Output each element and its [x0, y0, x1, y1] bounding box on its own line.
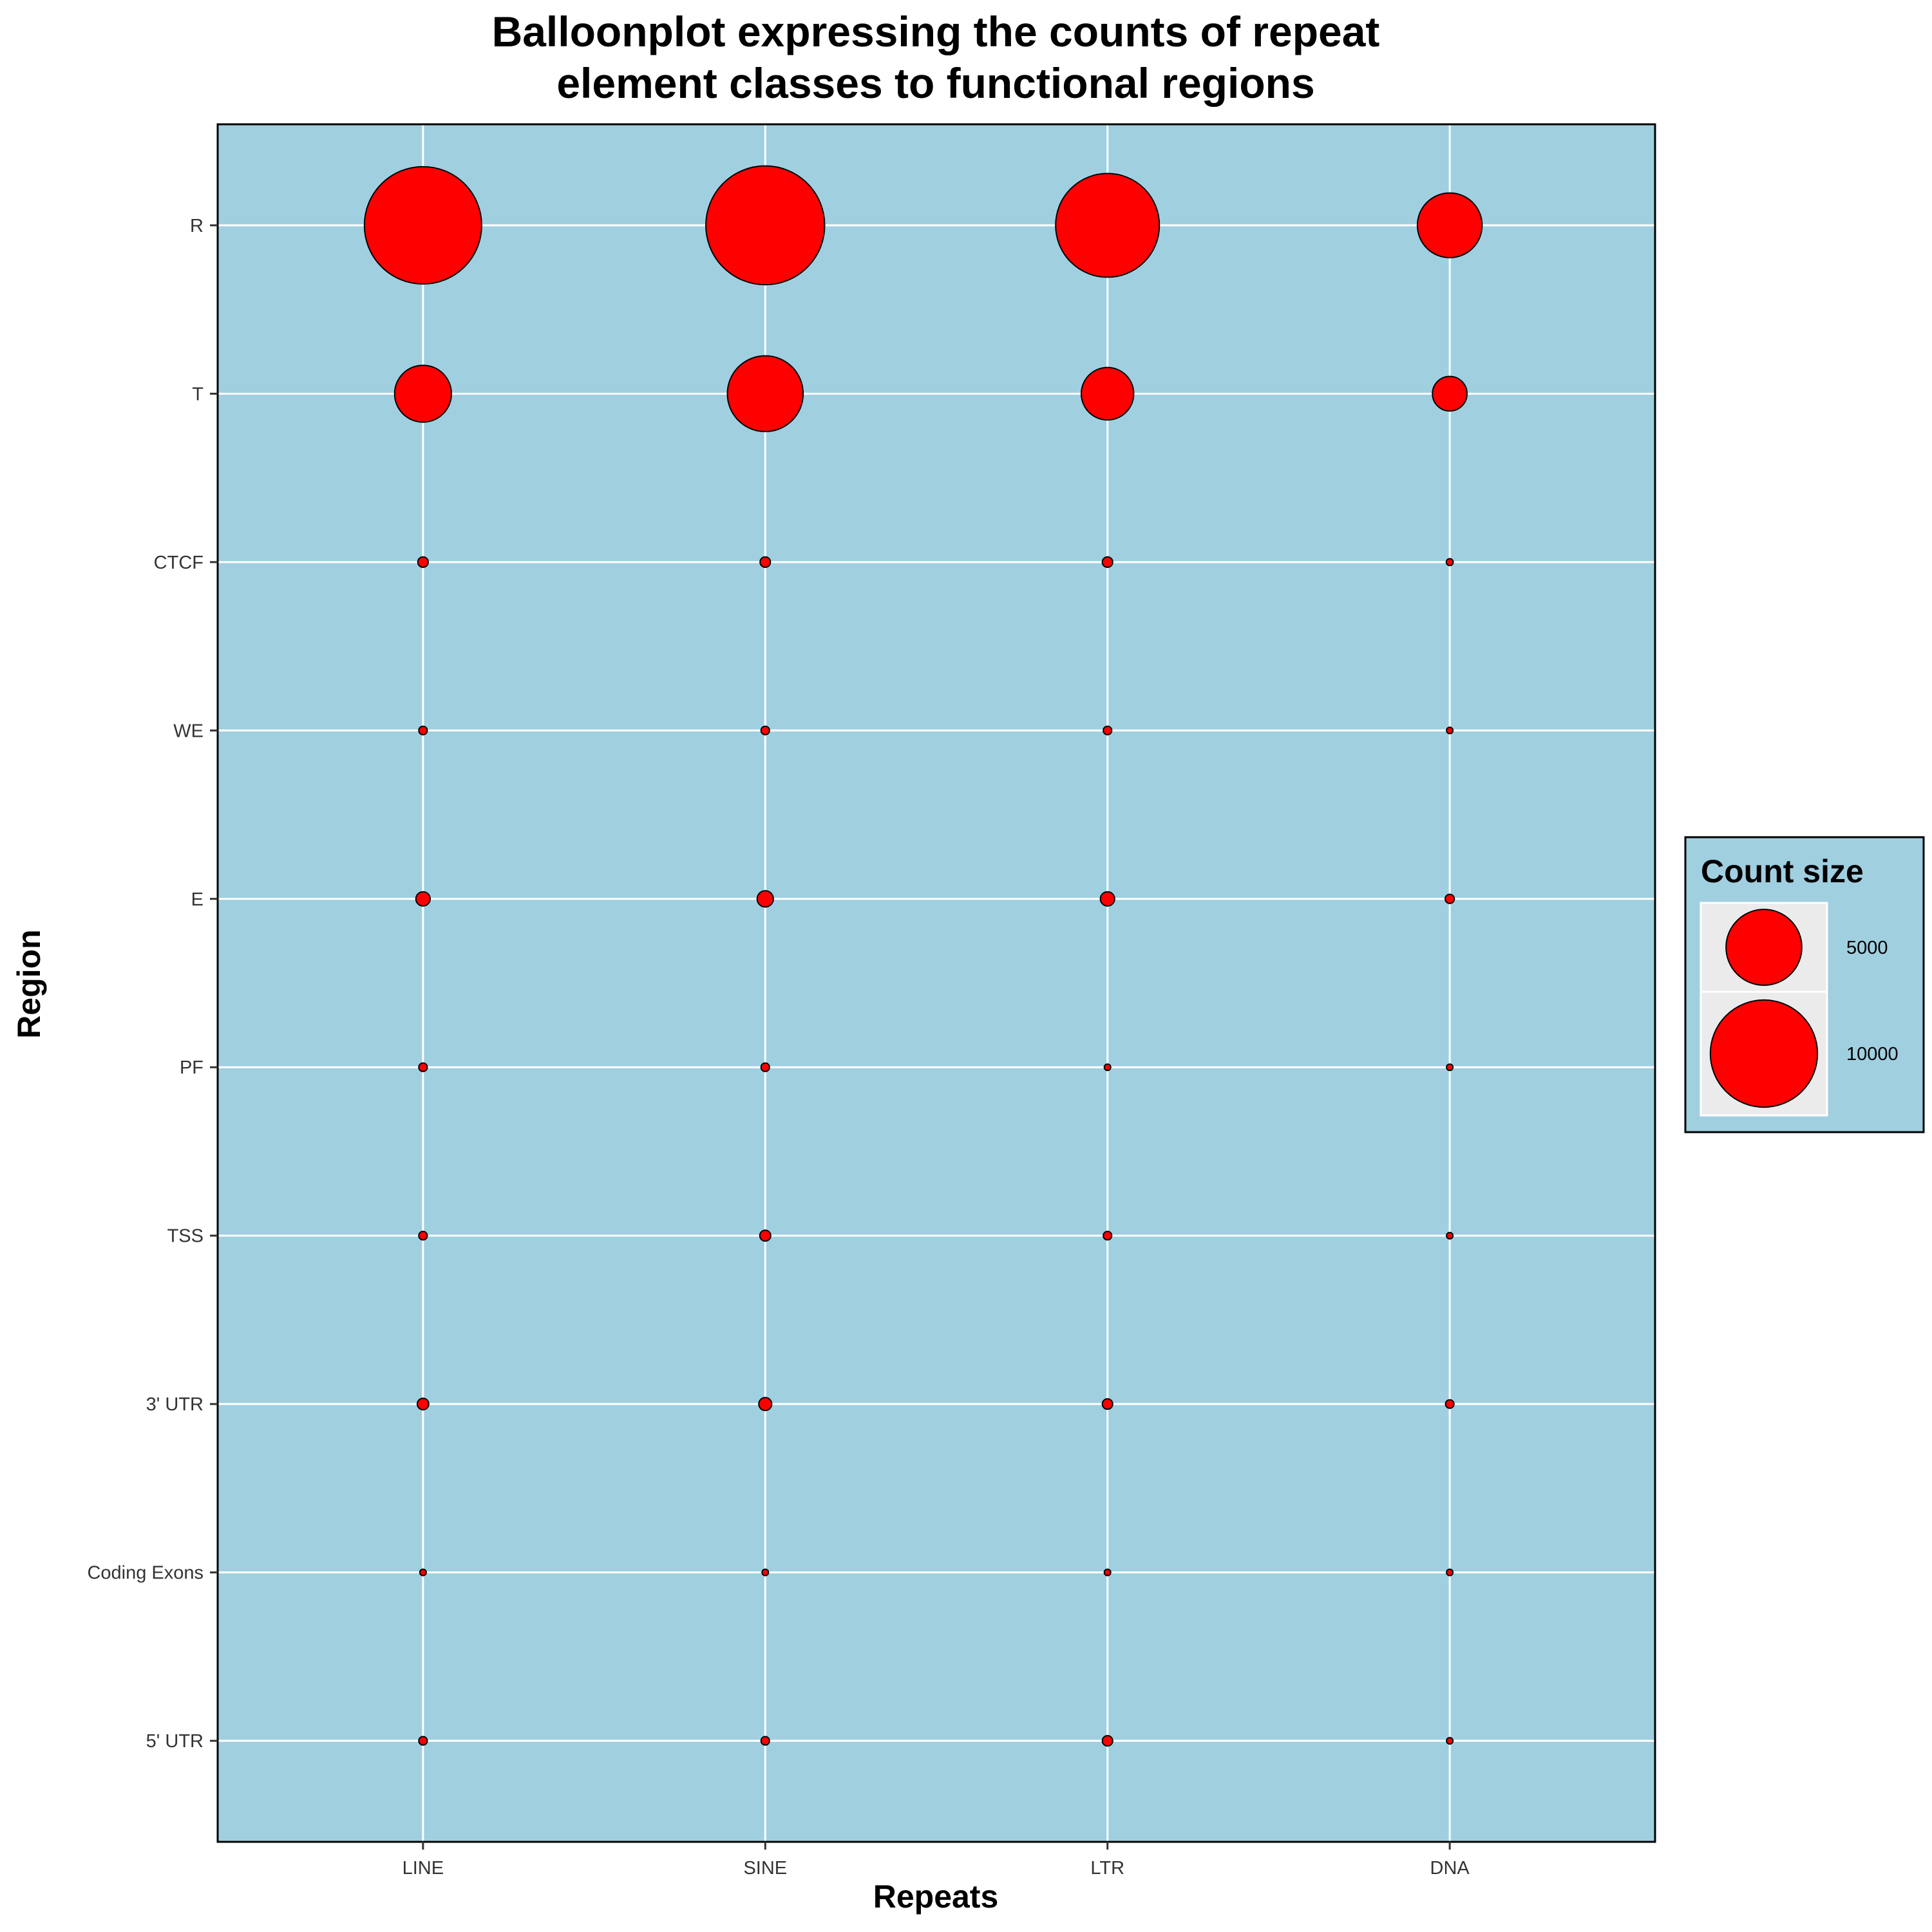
balloon-sine-ctcf: [759, 556, 772, 568]
balloon-dna-we: [1446, 726, 1454, 735]
balloon-ltr-pf: [1103, 1063, 1112, 1072]
y-tick-label-coding-exons: Coding Exons: [87, 1563, 204, 1584]
x-tick-label-dna: DNA: [1430, 1858, 1470, 1879]
balloon-dna-tss: [1446, 1231, 1454, 1240]
plot-panel: [218, 124, 1655, 1842]
balloon-ltr-we: [1103, 725, 1113, 735]
balloon-sine-we: [760, 725, 770, 735]
balloon-sine-5-utr: [760, 1736, 770, 1746]
y-tick-label-t: T: [192, 384, 204, 404]
balloon-ltr-3-utr: [1101, 1398, 1113, 1410]
y-tick-label-tss: TSS: [167, 1226, 204, 1247]
balloon-ltr-e: [1099, 891, 1115, 907]
balloon-dna-t: [1432, 375, 1468, 412]
balloon-sine-3-utr: [758, 1397, 773, 1412]
balloon-dna-pf: [1446, 1063, 1454, 1072]
balloon-sine-coding-exons: [761, 1568, 770, 1577]
balloon-ltr-tss: [1103, 1231, 1113, 1241]
balloon-line-ctcf: [417, 556, 429, 568]
legend-title: Count size: [1701, 853, 1864, 889]
balloon-line-3-utr: [416, 1397, 430, 1411]
legend-balloon-5000: [1725, 909, 1803, 986]
balloon-line-pf: [418, 1062, 428, 1072]
balloon-ltr-coding-exons: [1103, 1568, 1112, 1577]
legend: Count size 5000 10000: [1684, 836, 1925, 1133]
balloon-ltr-r: [1055, 173, 1160, 278]
y-tick-label-pf: PF: [180, 1057, 204, 1078]
balloon-dna-5-utr: [1446, 1737, 1454, 1745]
y-tick-label-r: R: [190, 216, 204, 236]
chart-title-line-1: Balloonplot expressing the counts of rep…: [492, 8, 1380, 55]
balloon-sine-e: [756, 890, 774, 908]
balloon-line-t: [393, 365, 452, 423]
y-tick-label-ctcf: CTCF: [154, 553, 204, 573]
legend-balloon-10000: [1709, 999, 1819, 1108]
legend-label-10000: 10000: [1846, 1044, 1899, 1065]
plot-panel-border: [216, 123, 1656, 1843]
chart-title-line-2: element classes to functional regions: [556, 59, 1314, 107]
y-tick-label-3-utr: 3' UTR: [146, 1394, 204, 1415]
balloon-dna-r: [1416, 192, 1483, 259]
x-tick-label-ltr: LTR: [1090, 1858, 1124, 1879]
chart-title: Balloonplot expressing the counts of rep…: [492, 8, 1380, 107]
y-tick-label-e: E: [191, 889, 204, 910]
balloons: [363, 165, 1483, 1747]
balloon-dna-coding-exons: [1446, 1568, 1454, 1577]
y-tick-label-we: WE: [173, 721, 204, 741]
y-tick-label-5-utr: 5' UTR: [146, 1731, 204, 1752]
balloon-sine-pf: [760, 1062, 770, 1072]
y-axis-label: Region: [11, 929, 47, 1038]
x-axis-label: Repeats: [873, 1879, 999, 1915]
legend-label-5000: 5000: [1846, 938, 1888, 958]
x-tick-label-sine: SINE: [743, 1858, 787, 1879]
balloon-sine-tss: [759, 1229, 772, 1242]
balloon-line-r: [363, 166, 482, 285]
balloon-line-coding-exons: [419, 1568, 427, 1577]
x-axis-ticks: LINE SINE LTR DNA: [402, 1842, 1470, 1879]
balloon-ltr-5-utr: [1101, 1735, 1113, 1747]
balloon-line-tss: [418, 1231, 428, 1241]
balloon-line-e: [415, 891, 431, 907]
balloon-dna-e: [1444, 893, 1455, 904]
balloon-ltr-ctcf: [1101, 556, 1113, 568]
balloon-line-5-utr: [418, 1736, 428, 1746]
balloon-dna-ctcf: [1445, 558, 1454, 567]
y-axis-ticks: 5' UTR Coding Exons 3' UTR TSS PF E WE CTCF T R: [87, 216, 218, 1752]
balloon-line-we: [418, 725, 428, 735]
x-tick-label-line: LINE: [402, 1858, 444, 1879]
balloon-sine-r: [705, 165, 826, 286]
balloon-dna-3-utr: [1444, 1399, 1455, 1409]
balloon-ltr-t: [1080, 366, 1135, 421]
balloon-sine-t: [726, 355, 804, 433]
